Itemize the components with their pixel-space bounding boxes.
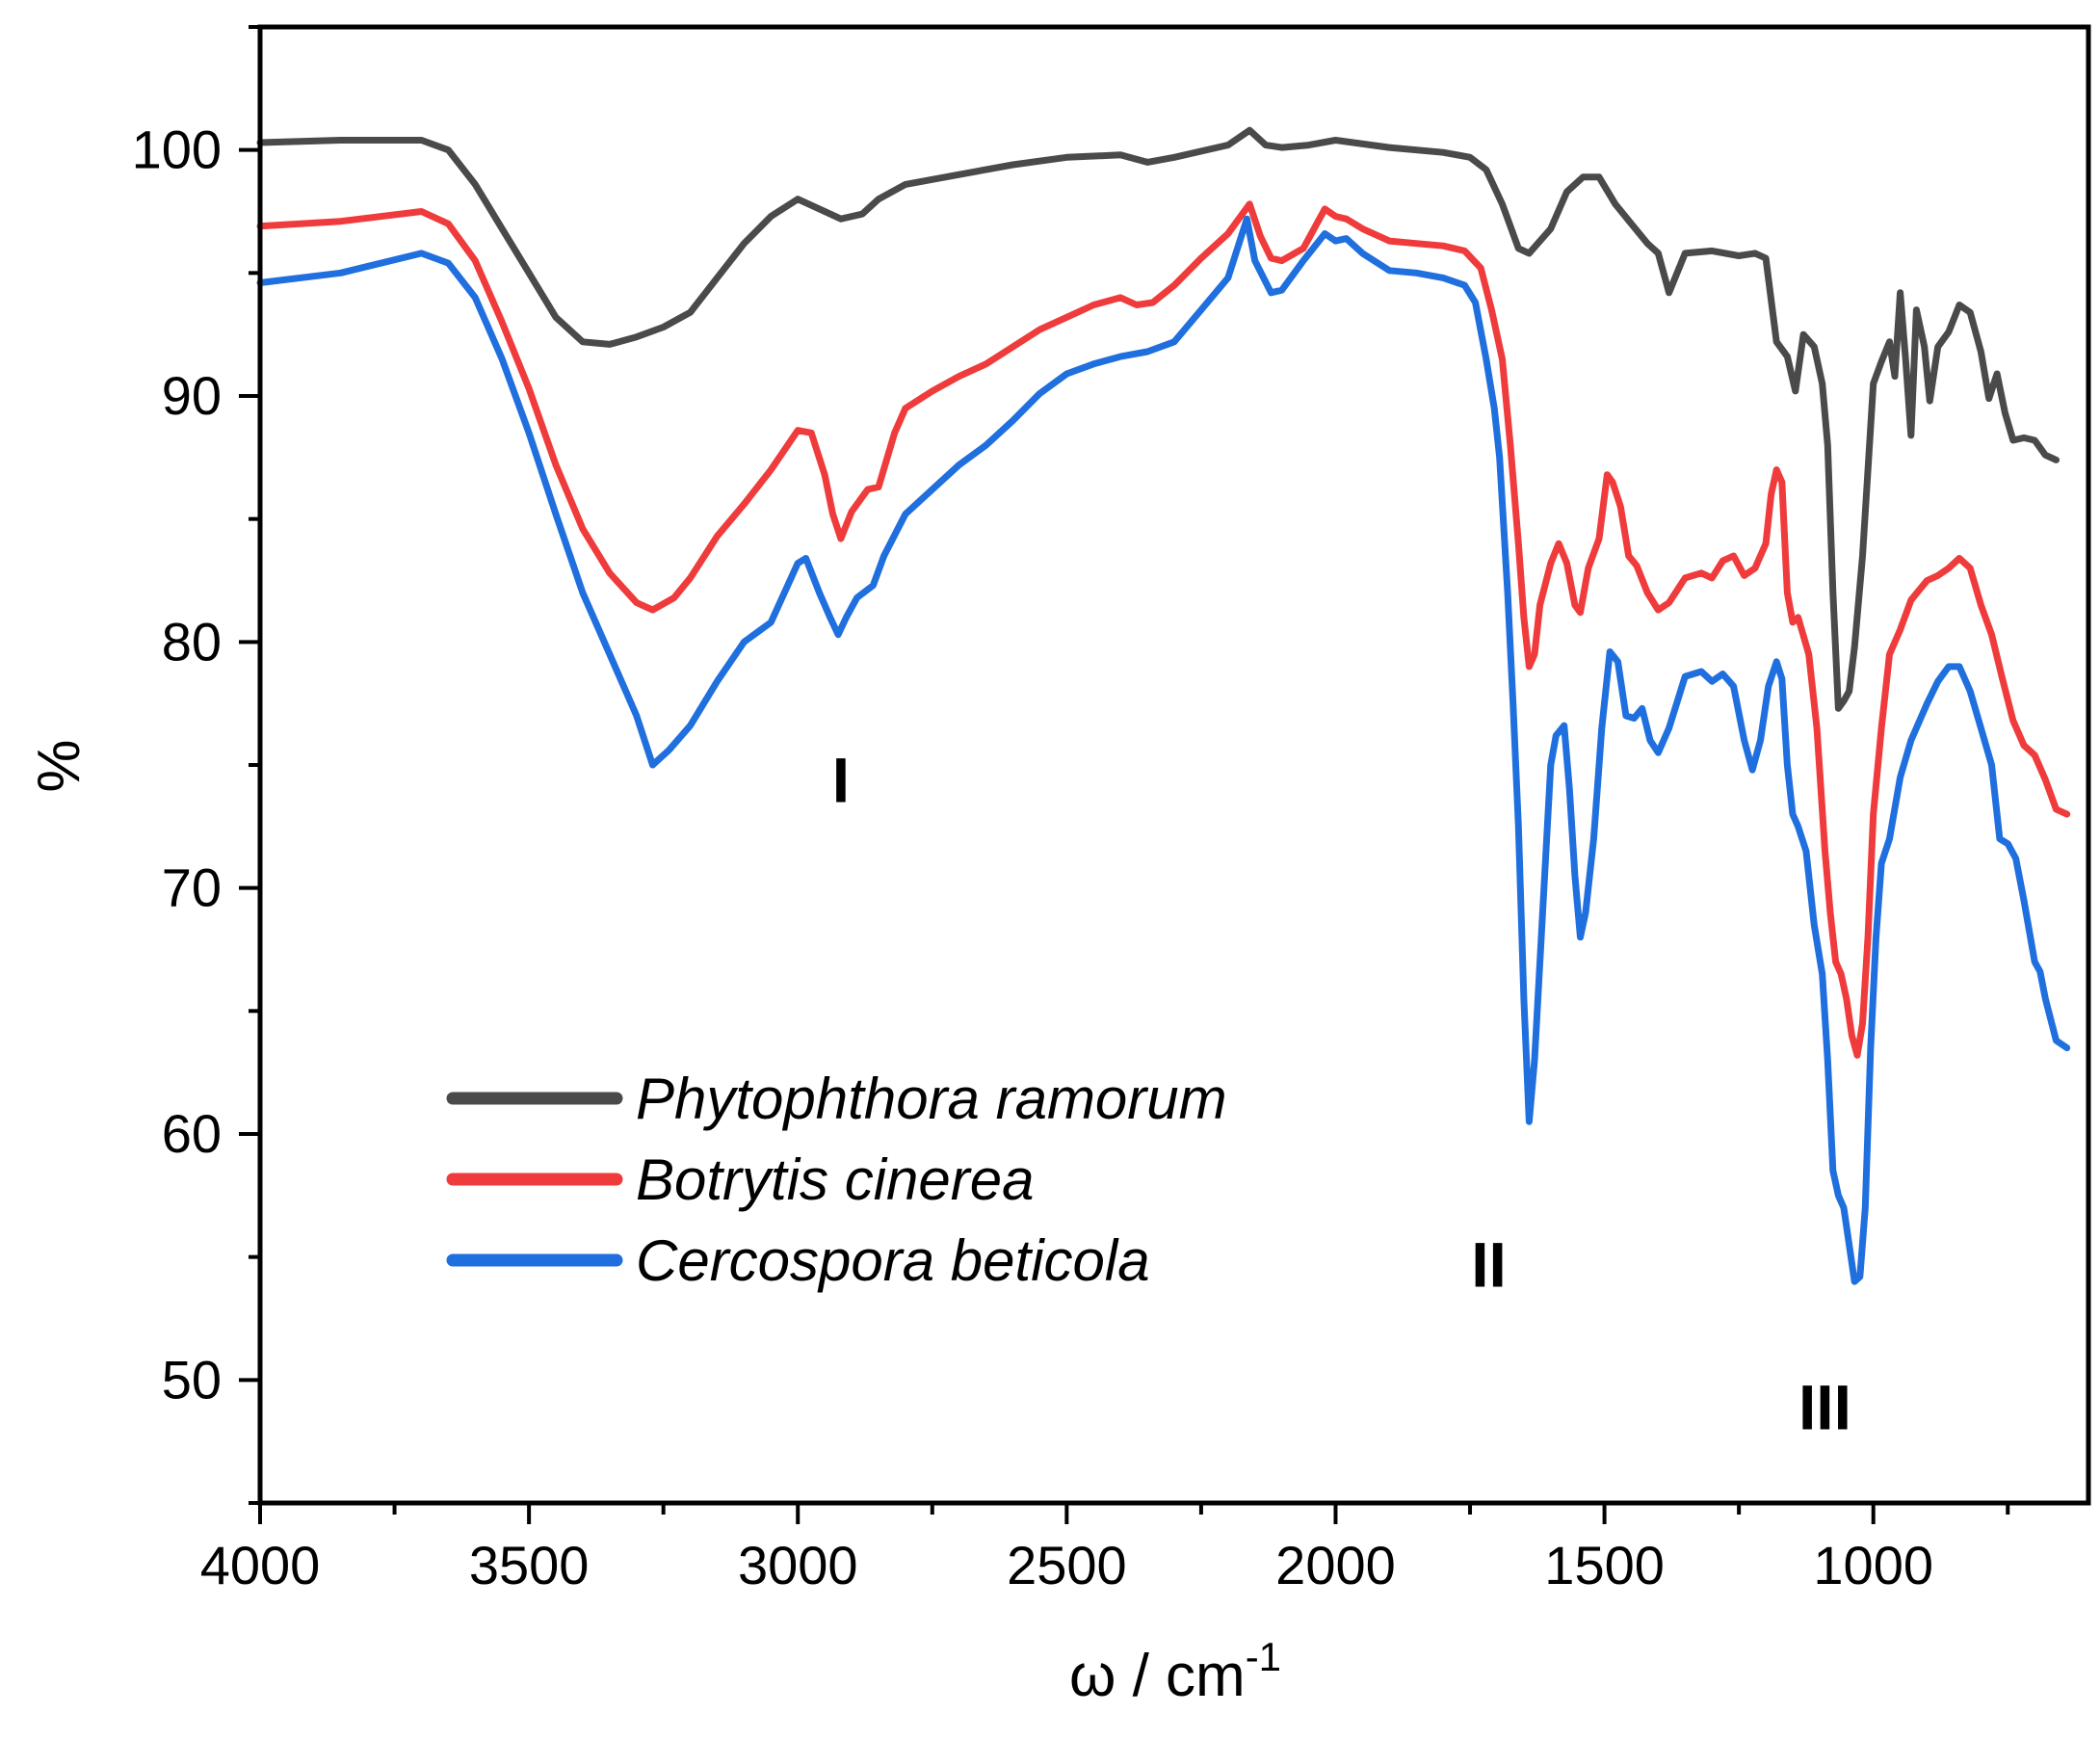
y-tick-label: 70 [162,857,222,918]
x-tick-label: 2000 [1275,1535,1396,1595]
x-tick-label: 3000 [738,1535,858,1595]
legend: Phytophthora ramorum Botrytis cinerea Cerc… [446,1067,1227,1293]
series-line-3 [256,215,2071,1285]
y-tick-label: 100 [132,119,222,180]
band-label: I [832,744,850,815]
plot-frame [257,24,2091,1506]
x-tick-label: 2500 [1007,1535,1127,1595]
legend-label: Cercospora beticola [636,1228,1150,1293]
y-tick-label: 60 [162,1103,222,1164]
series-line-1 [256,126,2060,712]
band-label: III [1798,1371,1851,1442]
y-tick-label: 90 [162,365,222,426]
x-tick-label: 1000 [1813,1535,1933,1595]
x-axis: 4000 3500 3000 2500 2000 1500 1000 [200,1503,2010,1595]
band-label: II [1471,1228,1507,1300]
x-tick-label: 4000 [200,1535,321,1595]
legend-label: Botrytis cinerea [636,1147,1035,1212]
y-axis: 50 60 70 80 90 100 [132,25,260,1505]
x-tick-label: 3500 [469,1535,590,1595]
y-axis-title: % [26,739,92,792]
y-tick-label: 50 [162,1349,222,1410]
x-axis-title: ω / cm-1 [1069,1634,1281,1709]
y-tick-label: 80 [162,611,222,672]
series-line-2 [256,200,2071,1059]
x-tick-label: 1500 [1544,1535,1665,1595]
plot-lines [256,126,2071,1285]
legend-label: Phytophthora ramorum [636,1067,1227,1131]
x-axis-title-superscript: -1 [1246,1634,1281,1679]
